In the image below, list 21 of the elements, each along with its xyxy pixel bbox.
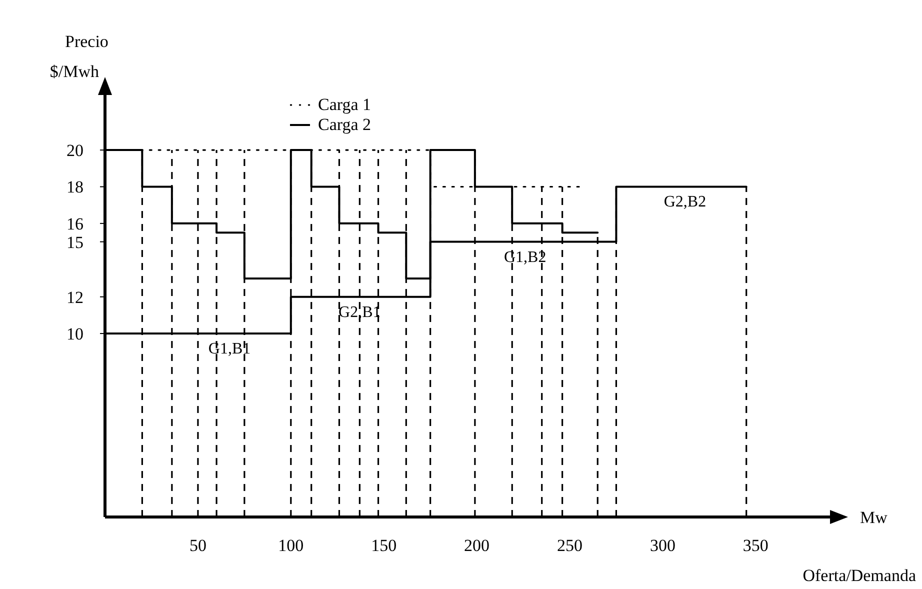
y-tick-label: 10 [66,324,84,344]
x-tick-label: 100 [278,536,304,555]
annotation: G1,B1 [208,340,251,358]
annotation: G2,B1 [338,304,381,321]
y-tick-label: 16 [66,214,84,234]
x-tick-label: 350 [742,536,768,555]
x-tick-label: 300 [650,536,676,555]
y-tick-label: 15 [66,232,84,252]
y-axis-title: Precio $/Mwh [50,32,108,81]
x-tick-label: 200 [464,536,490,555]
legend-label: Carga 1 [318,95,372,114]
x-tick-label: 150 [371,536,397,555]
annotation: G1,B2 [504,248,546,266]
x-tick-label: 250 [556,536,582,555]
x-tick-label: 50 [189,536,206,555]
y-tick-label: 20 [66,141,84,160]
y-tick-label: 18 [66,178,84,197]
annotation: G2,B2 [664,194,706,211]
y-tick-label: 12 [66,288,84,307]
legend-label: Carga 2 [318,115,372,134]
text: Mw Oferta/Demanda [802,508,916,585]
